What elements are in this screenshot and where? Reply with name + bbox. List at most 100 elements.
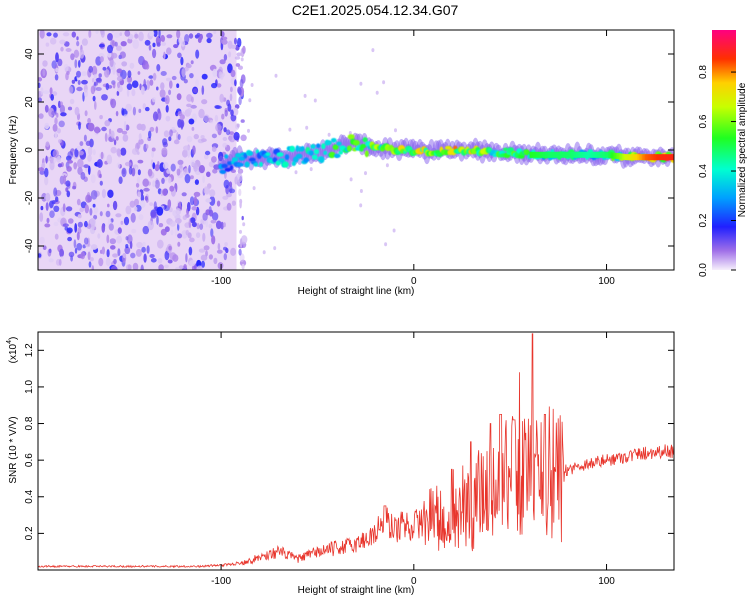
noise-blob (83, 237, 89, 245)
ridge-band (578, 151, 581, 158)
noise-blob (138, 214, 144, 221)
noise-blob (134, 206, 138, 212)
noise-blob (138, 108, 142, 113)
ridge-band (637, 154, 640, 161)
noise-blob (116, 45, 122, 51)
noise-blob (92, 203, 96, 208)
noise-blob (230, 86, 233, 93)
noise-blob (170, 163, 176, 172)
ridge-band (552, 151, 555, 158)
noise-blob (154, 164, 160, 172)
noise-blob (129, 62, 135, 69)
noise-blob (110, 130, 115, 139)
ridge-blob (300, 146, 305, 151)
noise-blob (131, 80, 139, 88)
noise-blob (181, 192, 187, 197)
noise-blob (179, 164, 183, 169)
noise-blob (138, 133, 142, 141)
noise-speck (303, 93, 307, 98)
ridge-blob (272, 157, 278, 163)
noise-blob (195, 232, 201, 239)
ridge-band (614, 152, 617, 159)
noise-blob (211, 212, 219, 221)
noise-blob (62, 223, 69, 227)
noise-blob (186, 63, 192, 69)
noise-blob (188, 218, 192, 229)
noise-blob (52, 149, 59, 158)
ridge-band (548, 151, 550, 158)
ridge-band (577, 151, 580, 158)
noise-blob (140, 264, 144, 270)
noise-blob (71, 79, 76, 84)
noise-blob (156, 206, 164, 216)
noise-blob (193, 196, 198, 206)
noise-blob (190, 217, 196, 224)
noise-blob (112, 200, 118, 211)
noise-blob (101, 188, 106, 199)
noise-blob (58, 120, 65, 128)
noise-blob (104, 132, 108, 142)
noise-blob (214, 114, 219, 122)
noise-speck (385, 163, 389, 168)
noise-blob (223, 127, 227, 133)
noise-blob (116, 90, 120, 96)
noise-blob (228, 51, 232, 58)
noise-blob (116, 76, 123, 82)
noise-blob (63, 63, 69, 72)
noise-blob (202, 212, 208, 221)
noise-blob (136, 241, 143, 249)
noise-blob (83, 164, 90, 169)
noise-blob (115, 213, 122, 218)
noise-speck (359, 189, 363, 193)
ridge-blob (221, 163, 228, 169)
noise-blob (204, 150, 211, 156)
noise-blob (78, 150, 84, 156)
ridge-band (571, 151, 574, 158)
noise-blob (142, 59, 146, 66)
snr-y-multiplier-close: ) (8, 337, 19, 340)
noise-blob (217, 262, 224, 270)
ridge-blob (338, 150, 343, 155)
noise-blob (104, 69, 110, 78)
noise-blob (205, 198, 212, 203)
noise-blob (167, 199, 172, 209)
noise-blob (65, 206, 73, 212)
noise-blob (48, 258, 54, 263)
noise-blob (88, 261, 92, 268)
noise-blob (171, 75, 177, 81)
noise-blob (182, 215, 187, 221)
noise-blob (136, 176, 141, 184)
noise-blob (208, 223, 213, 229)
noise-blob (200, 135, 205, 139)
snr-y-multiplier-base: (x10 (8, 343, 19, 363)
noise-blob (117, 264, 120, 270)
noise-blob (108, 128, 112, 134)
ridge-blob (253, 162, 259, 167)
noise-speck (250, 83, 254, 87)
noise-speck (313, 98, 317, 103)
noise-blob (166, 47, 172, 55)
ridge-band (564, 151, 567, 158)
noise-blob (162, 188, 168, 196)
noise-blob (94, 81, 98, 86)
noise-blob (81, 79, 88, 85)
noise-blob (170, 229, 174, 236)
noise-blob (53, 32, 58, 38)
noise-blob (93, 74, 97, 79)
noise-blob (110, 98, 117, 109)
ridge-blob (309, 150, 314, 156)
noise-blob (100, 30, 105, 38)
ridge-band (580, 151, 583, 158)
noise-blob (49, 200, 54, 209)
noise-blob (126, 88, 130, 97)
noise-blob (157, 258, 163, 264)
noise-blob (169, 220, 176, 227)
noise-blob (150, 258, 157, 263)
ridge-blob (295, 153, 303, 159)
noise-blob (202, 175, 206, 184)
noise-blob (46, 32, 52, 37)
noise-blob (187, 201, 191, 212)
ridge-blob (444, 145, 452, 150)
ridge-blob (219, 169, 227, 174)
noise-blob (193, 162, 198, 172)
